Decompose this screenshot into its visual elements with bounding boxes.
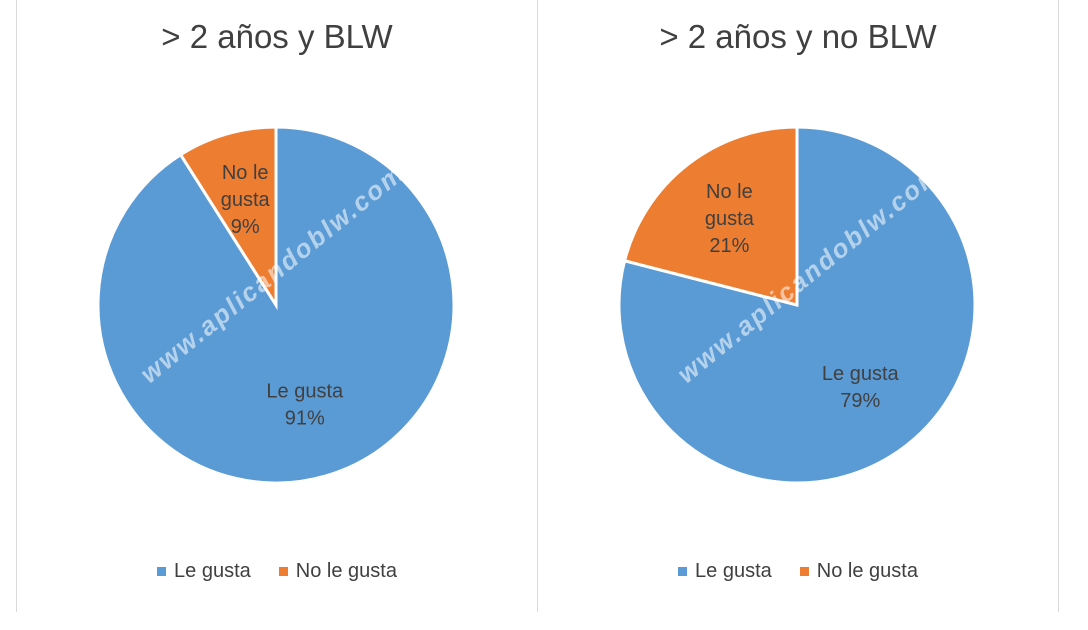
pie-plot: Le gusta 91% No le gusta 9% [96, 125, 456, 485]
pie-slice-no-le-gusta [178, 125, 278, 311]
legend-item-no-le-gusta: No le gusta [799, 560, 918, 583]
legend-item-le-gusta: Le gusta [678, 560, 772, 583]
legend-item-no-le-gusta: No le gusta [278, 560, 397, 583]
pie-chart-blw: > 2 años y BLW Le gusta 91% No le gusta 9% w… [17, 0, 537, 612]
data-label-le-gusta: Le gusta 79% [822, 363, 900, 412]
chart-title: > 2 años y BLW [161, 18, 393, 55]
data-label-le-gusta: Le gusta 91% [266, 381, 344, 430]
legend-label: Le gusta [174, 560, 251, 582]
data-label-no-le-gusta: No le gusta 21% [705, 181, 755, 257]
chart-divider [537, 0, 538, 612]
legend-label: No le gusta [816, 560, 918, 582]
chart-legend: Le gusta No le gusta [538, 560, 1058, 583]
pie-slice-le-gusta [617, 125, 977, 485]
chart-title: > 2 años y no BLW [659, 18, 937, 55]
pie-chart-no-blw: > 2 años y no BLW Le gusta 79% No le gusta 2… [538, 0, 1058, 612]
legend-swatch [157, 567, 167, 576]
chart-legend: Le gusta No le gusta [17, 560, 537, 583]
pie-slice-le-gusta [96, 125, 456, 485]
legend-swatch [799, 567, 809, 576]
pie-plot: Le gusta 79% No le gusta 21% [617, 125, 977, 485]
chart-divider [1058, 0, 1059, 612]
data-label-no-le-gusta: No le gusta 9% [221, 162, 271, 238]
pie-slice-no-le-gusta [622, 125, 799, 307]
legend-label: No le gusta [295, 560, 397, 582]
legend-label: Le gusta [695, 560, 772, 582]
legend-item-le-gusta: Le gusta [157, 560, 251, 583]
legend-swatch [278, 567, 288, 576]
chart-divider [16, 0, 17, 612]
legend-swatch [678, 567, 688, 576]
